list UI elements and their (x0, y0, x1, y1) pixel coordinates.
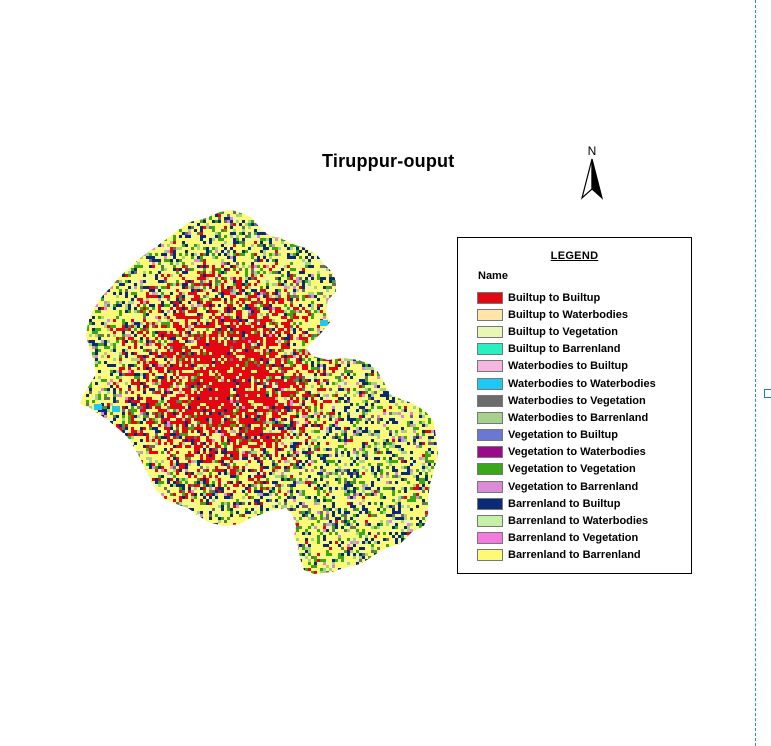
legend-item: Vegetation to Waterbodies (477, 444, 656, 461)
legend-label: Barrenland to Builtup (508, 497, 621, 510)
legend-swatch (477, 308, 503, 321)
legend-label: Vegetation to Barrenland (508, 480, 639, 493)
legend-label: Builtup to Vegetation (508, 325, 618, 338)
legend-swatch (477, 429, 503, 442)
legend-label: Waterbodies to Barrenland (508, 411, 649, 424)
legend-label: Barrenland to Barrenland (508, 549, 641, 562)
legend-field-label: Name (478, 270, 508, 282)
legend-swatch (477, 377, 503, 390)
page-border-handle[interactable] (764, 389, 771, 398)
legend-swatch (477, 497, 503, 510)
legend-swatch (477, 480, 503, 493)
legend-item: Vegetation to Barrenland (477, 478, 656, 495)
map-frame[interactable] (74, 208, 440, 580)
legend-item: Vegetation to Builtup (477, 427, 656, 444)
legend-item: Builtup to Builtup (477, 289, 656, 306)
legend-item: Builtup to Barrenland (477, 341, 656, 358)
legend-title: LEGEND (550, 250, 599, 262)
legend-swatch (477, 325, 503, 338)
legend-swatch (477, 360, 503, 373)
north-label: N (587, 144, 597, 158)
legend-swatch (477, 411, 503, 424)
legend-swatch (477, 532, 503, 545)
layout-page-border (755, 0, 756, 746)
legend-item: Barrenland to Barrenland (477, 547, 656, 564)
legend-label: Vegetation to Builtup (508, 429, 618, 442)
legend-item: Barrenland to Builtup (477, 495, 656, 512)
legend-swatch (477, 343, 503, 356)
map-title: Tiruppur-ouput (322, 151, 455, 171)
legend-item: Barrenland to Vegetation (477, 530, 656, 547)
legend-item: Vegetation to Vegetation (477, 461, 656, 478)
legend-swatch (477, 515, 503, 528)
legend-label: Builtup to Builtup (508, 291, 601, 304)
legend-items: Builtup to Builtup Builtup to Waterbodies… (477, 289, 656, 564)
north-arrow-icon (580, 158, 604, 200)
legend-label: Waterbodies to Waterbodies (508, 377, 656, 390)
legend-swatch (477, 291, 503, 304)
legend-label: Barrenland to Waterbodies (508, 515, 649, 528)
legend-label: Barrenland to Vegetation (508, 532, 639, 545)
legend-swatch (477, 463, 503, 476)
legend-label: Builtup to Barrenland (508, 343, 621, 356)
legend-item: Builtup to Waterbodies (477, 306, 656, 323)
legend-box: LEGEND Name Builtup to Builtup Builtup to… (457, 237, 692, 574)
legend-label: Builtup to Waterbodies (508, 308, 628, 321)
legend-item: Builtup to Vegetation (477, 323, 656, 340)
legend-item: Waterbodies to Barrenland (477, 409, 656, 426)
legend-item: Waterbodies to Vegetation (477, 392, 656, 409)
legend-label: Vegetation to Vegetation (508, 463, 636, 476)
legend-label: Waterbodies to Builtup (508, 360, 628, 373)
legend-swatch (477, 394, 503, 407)
legend-swatch (477, 549, 503, 562)
north-arrow: N (578, 144, 606, 202)
legend-swatch (477, 446, 503, 459)
tiruppur-change-map (80, 210, 438, 574)
legend-item: Barrenland to Waterbodies (477, 512, 656, 529)
legend-item: Waterbodies to Waterbodies (477, 375, 656, 392)
legend-item: Waterbodies to Builtup (477, 358, 656, 375)
legend-label: Waterbodies to Vegetation (508, 394, 646, 407)
legend-label: Vegetation to Waterbodies (508, 446, 646, 459)
